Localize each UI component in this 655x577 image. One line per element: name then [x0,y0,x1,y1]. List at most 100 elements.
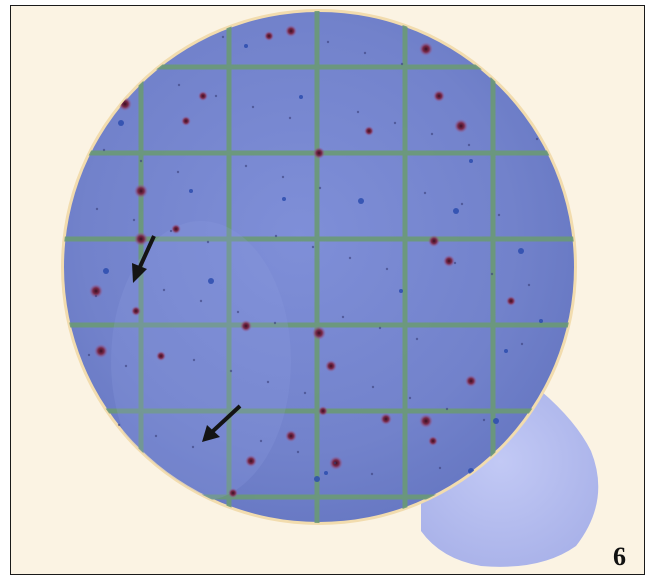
speck [79,19,83,23]
plate-sheen [111,221,291,501]
speck [497,213,501,217]
colony-red [428,235,440,247]
colony-red [454,119,468,133]
speck [117,423,121,427]
colony-red [198,91,208,101]
speck [453,261,457,265]
petrifilm-photo [61,9,599,567]
speck [124,364,128,368]
speck [251,105,255,109]
colony-blue [358,198,364,204]
speck [371,385,375,389]
speck [95,207,99,211]
speck [94,294,98,298]
speck [274,234,278,238]
colony-blue [539,319,543,323]
colony-red [245,455,257,467]
colony-red [285,430,297,442]
arrow-lower [202,404,242,442]
colony-red [506,296,516,306]
speck [147,493,151,497]
speck [236,310,240,314]
colony-red [94,344,108,358]
colony-red [89,284,103,298]
speck [303,391,307,395]
colony-red [443,255,455,267]
speck [288,116,292,120]
speck [341,315,345,319]
colony-blue [244,44,248,48]
speck [169,229,173,233]
colony-red [134,184,148,198]
colony-red [228,488,238,498]
film-tab [421,391,599,567]
speck [206,240,210,244]
speck [393,121,397,125]
speck [132,218,136,222]
speck [527,283,531,287]
colony-red [171,224,181,234]
colony-red [134,232,148,246]
colony-red [264,31,274,41]
colony-blue [453,208,459,214]
speck [244,164,248,168]
speck [176,170,180,174]
colony-red [312,326,326,340]
colony-blue [189,189,193,193]
colony-blue [282,197,286,201]
speck [191,445,195,449]
speck [348,256,352,260]
speck [311,245,315,249]
speck [139,159,143,163]
colony-blue [493,418,499,424]
colony-red [380,413,392,425]
colony-red [313,147,325,159]
colony-red [156,351,166,361]
speck [221,35,225,39]
speck [356,110,360,114]
colonies [79,19,546,498]
speck [542,78,546,82]
speck [505,67,509,71]
speck [259,439,263,443]
colony-blue [299,95,303,99]
colony-red [428,436,438,446]
colony-red [419,42,433,56]
speck [535,137,539,141]
speck [177,83,181,87]
colony-blue [324,471,328,475]
speck [154,434,158,438]
speck [415,337,419,341]
speck [87,353,91,357]
speck [326,40,330,44]
speck [109,89,113,93]
speck [318,186,322,190]
speck [520,342,524,346]
speck [378,326,382,330]
speck [229,369,233,373]
colony-red [181,116,191,126]
speck [490,272,494,276]
colony-red [433,90,445,102]
speck [400,62,404,66]
colony-blue [518,248,524,254]
speck [430,132,434,136]
colony-blue [399,289,403,293]
speck [445,407,449,411]
speck [370,472,374,476]
speck [80,412,84,416]
speck [162,288,166,292]
colony-red [364,126,374,136]
colony-red [325,360,337,372]
speck [266,380,270,384]
arrow-upper [132,235,156,283]
speck [273,321,277,325]
speck [333,461,337,465]
colony-red [419,414,433,428]
speck [102,148,106,152]
colony-red [318,406,328,416]
speck [460,202,464,206]
colony-blue [504,349,508,353]
colony-blue [469,159,473,163]
colony-red [285,25,297,37]
